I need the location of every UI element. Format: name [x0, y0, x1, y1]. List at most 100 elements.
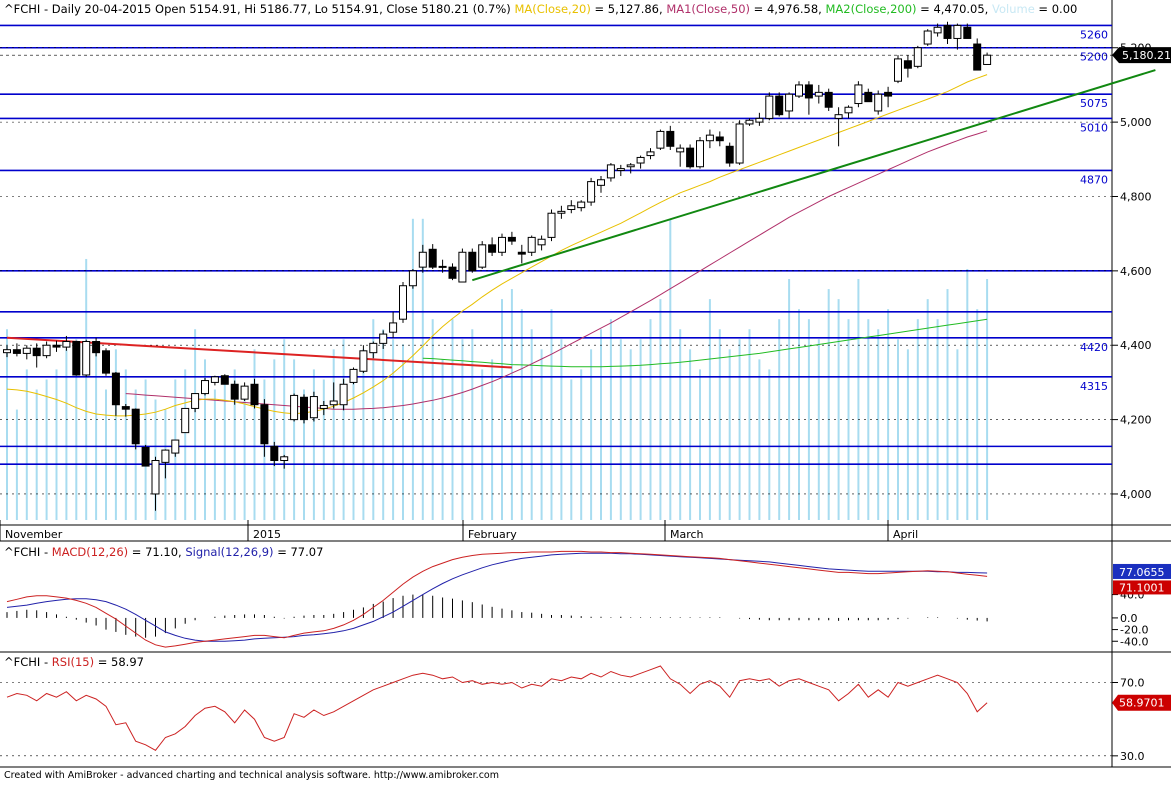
- volume-bar: [887, 309, 890, 520]
- volume-bar: [283, 339, 286, 520]
- rsi-header-value: = 58.97: [94, 655, 144, 669]
- volume-bar: [590, 349, 593, 520]
- rsi-y-tick-label: 30.0: [1120, 750, 1145, 763]
- volume-bar: [421, 218, 424, 521]
- candle-up: [646, 151, 655, 157]
- volume-bar: [451, 319, 454, 520]
- volume-bar: [679, 329, 682, 520]
- candle-up: [537, 238, 546, 246]
- volume-bar: [402, 344, 404, 520]
- volume-bar: [788, 279, 791, 520]
- ma50-header-label: MA1(Close,50): [666, 2, 750, 16]
- macd-last-label: 71.1001: [1119, 581, 1165, 594]
- candle-up: [319, 404, 328, 409]
- candle-down: [72, 341, 81, 376]
- volume-bar: [530, 329, 533, 520]
- candle-up: [62, 341, 71, 348]
- footer-credit: Created with AmiBroker - advanced charti…: [4, 770, 499, 781]
- candle-up: [745, 119, 754, 125]
- candle-up: [379, 333, 388, 344]
- volume-bar: [956, 349, 959, 520]
- candle-down: [903, 60, 912, 69]
- volume-bar: [352, 369, 355, 520]
- ma50-line: [125, 130, 988, 410]
- volume-bar: [213, 389, 216, 520]
- candle-up: [676, 147, 685, 153]
- level-label: 4315: [1080, 380, 1108, 393]
- candle-up: [577, 201, 586, 209]
- ma20-header-value: = 5,127.86,: [591, 2, 663, 16]
- candle-down: [32, 347, 41, 357]
- volume-bar: [461, 339, 464, 520]
- volume-header-label: Volume: [992, 2, 1035, 16]
- candle-down: [250, 383, 259, 406]
- rsi-last-flag: [1112, 694, 1171, 711]
- volume-bar: [233, 369, 236, 520]
- candle-down: [864, 91, 873, 103]
- macd-header-value: = 71.10,: [128, 545, 185, 559]
- volume-bar: [738, 339, 741, 520]
- last-price-flag: [1112, 47, 1171, 64]
- volume-bar: [689, 349, 692, 520]
- candle-up: [240, 385, 249, 400]
- candle-up: [587, 181, 596, 203]
- volume-bar: [312, 369, 315, 520]
- volume-bar: [322, 379, 325, 520]
- volume-bar: [55, 369, 58, 520]
- volume-bar: [897, 339, 899, 520]
- volume-bar: [273, 359, 276, 520]
- volume-bar: [520, 309, 523, 520]
- volume-bar: [35, 389, 38, 520]
- volume-bar: [85, 258, 88, 520]
- volume-bar: [906, 349, 909, 520]
- candle-down: [260, 404, 269, 445]
- level-label: 4420: [1080, 341, 1108, 354]
- candle-up: [42, 344, 51, 357]
- candle-up: [369, 342, 378, 354]
- volume-bar: [293, 359, 296, 520]
- signal-header-value: = 77.07: [274, 545, 324, 559]
- volume-bar: [342, 339, 345, 520]
- macd-header-prefix: ^FCHI -: [4, 545, 52, 559]
- volume-bar: [6, 329, 8, 520]
- y-tick-label: 4,600: [1120, 265, 1152, 278]
- candle-up: [933, 26, 942, 34]
- macd-last-flag: [1113, 580, 1171, 595]
- candle-down: [438, 265, 447, 268]
- candle-down: [824, 91, 833, 108]
- candle-up: [399, 285, 407, 320]
- candle-up: [656, 130, 665, 149]
- volume-bar: [639, 339, 642, 520]
- candle-up: [82, 341, 91, 376]
- downtrend-line: [6, 336, 512, 369]
- x-tick-label: March: [670, 528, 704, 541]
- candle-down: [52, 344, 61, 348]
- macd-header: ^FCHI - MACD(12,26) = 71.10, Signal(12,2…: [4, 545, 323, 559]
- volume-header-value: = 0.00: [1035, 2, 1078, 16]
- candle-down: [963, 26, 972, 39]
- candle-down: [131, 408, 140, 445]
- volume-bar: [926, 299, 929, 520]
- candle-down: [973, 43, 982, 71]
- candle-down: [686, 147, 695, 168]
- x-tick-label: November: [5, 528, 63, 541]
- candle-down: [12, 349, 21, 354]
- signal-line: [6, 552, 988, 642]
- volume-bar: [916, 319, 919, 520]
- rsi-header: ^FCHI - RSI(15) = 58.97: [4, 655, 144, 669]
- candle-up: [210, 376, 219, 383]
- candle-down: [428, 248, 437, 268]
- candle-up: [735, 123, 744, 164]
- rsi-header-prefix: ^FCHI -: [4, 655, 52, 669]
- price-axis: 4,0004,2004,4004,6004,8005,0005,2005,180…: [1112, 42, 1171, 501]
- volume-bar: [25, 369, 28, 520]
- macd-header-label: MACD(12,26): [52, 545, 128, 559]
- candle-up: [755, 117, 764, 123]
- volume-bar: [986, 279, 989, 520]
- volume-bar: [758, 359, 761, 520]
- volume-bar: [718, 329, 721, 520]
- candle-up: [191, 393, 200, 409]
- volume-bar: [510, 289, 513, 520]
- candle-up: [309, 396, 318, 419]
